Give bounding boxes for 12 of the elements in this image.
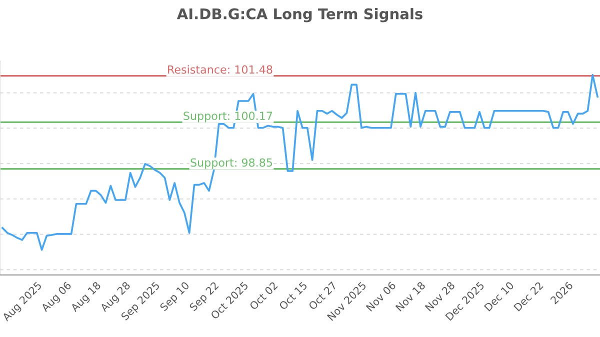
- x-tick-label: Oct 27: [308, 281, 338, 310]
- x-tick-label: Sep 10: [159, 281, 192, 313]
- x-tick-label: Oct 15: [278, 281, 308, 310]
- x-tick-label: Nov 06: [366, 281, 396, 312]
- x-tick-label: Dec 22: [513, 281, 544, 312]
- ref-line-label: Support: 100.17: [184, 112, 272, 122]
- x-tick-label: Nov 18: [395, 281, 426, 312]
- ref-line-label: Support: 98.85: [190, 158, 272, 169]
- ref-line-label: Resistance: 101.48: [168, 65, 272, 74]
- x-tick-label: Oct 02: [249, 281, 278, 310]
- chart-title: AI.DB.G:CA Long Term Signals: [176, 8, 422, 22]
- x-tick-label: Dec 10: [484, 281, 514, 312]
